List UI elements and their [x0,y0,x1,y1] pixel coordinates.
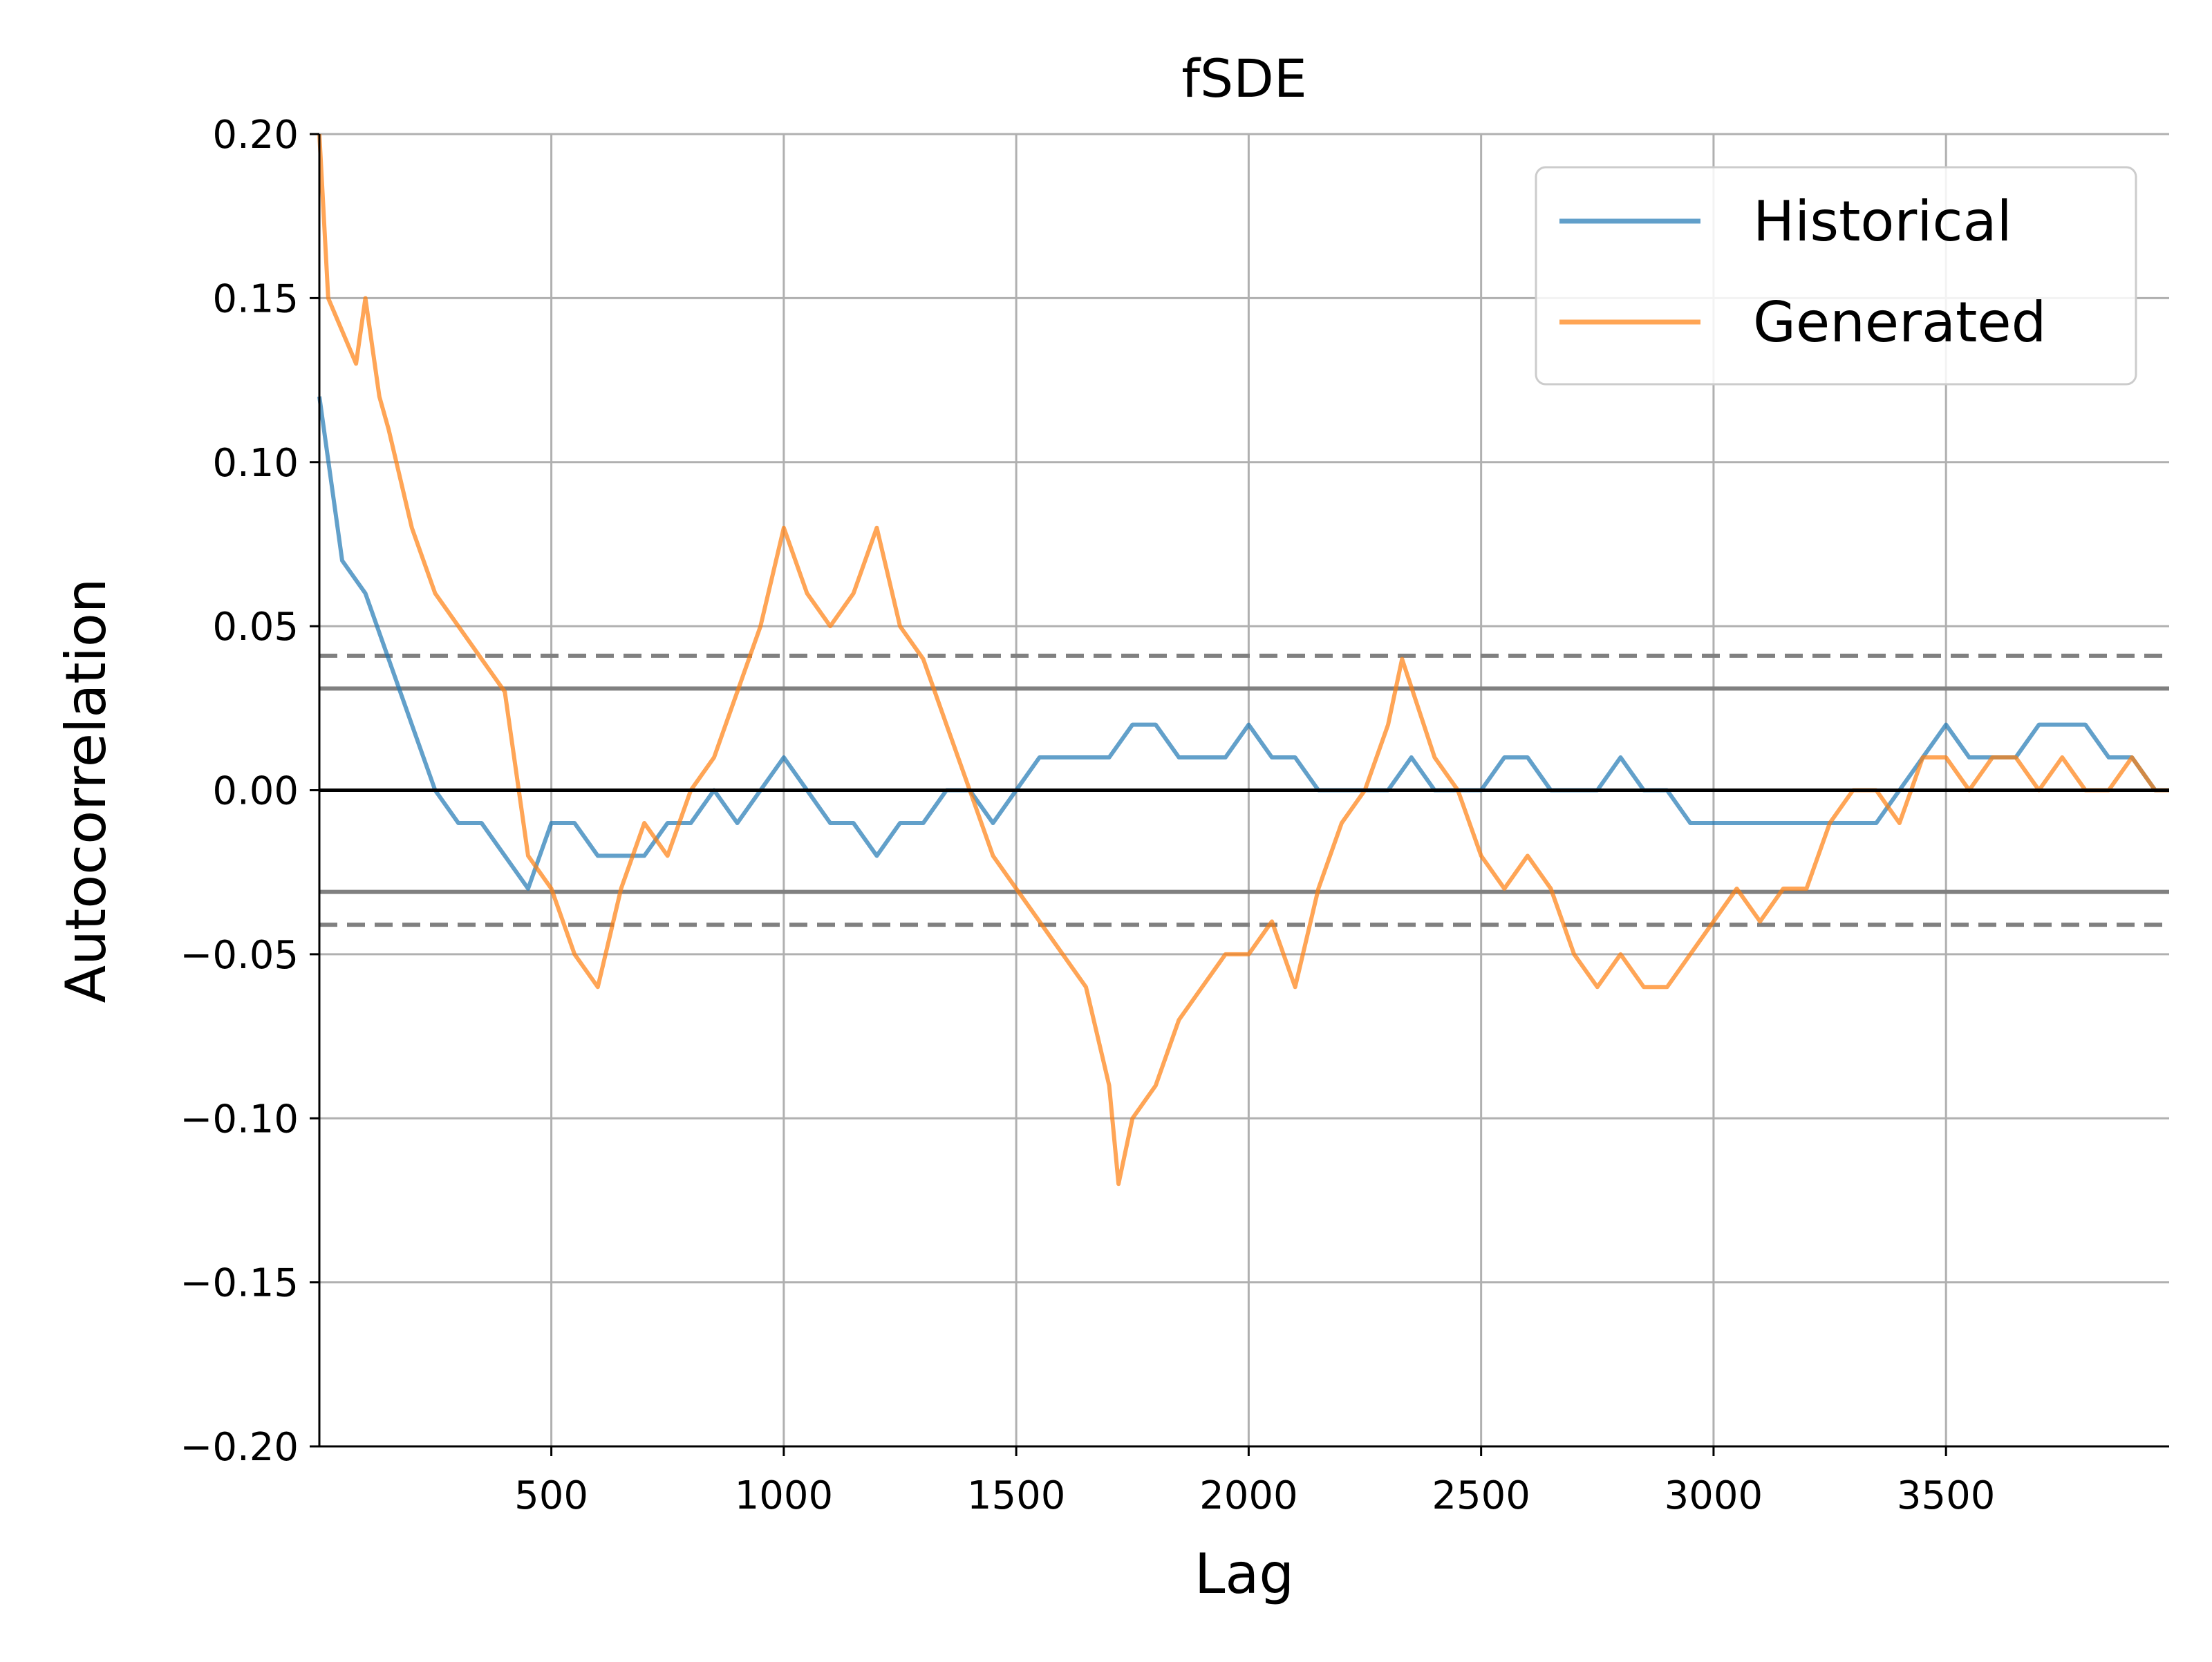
y-tick-label: 0.15 [212,276,299,321]
legend: Historical Generated [1535,166,2137,386]
confidence-lines [319,653,2169,927]
x-tick-label: 2500 [1432,1473,1530,1518]
x-axis-label: Lag [1194,1542,1294,1606]
legend-label-generated: Generated [1753,290,2046,355]
series-line-historical [317,396,2169,891]
y-tick-label: −0.10 [180,1097,299,1142]
x-ticks: 500 1000 1500 2000 2500 3000 3500 [514,1446,1995,1518]
chart-title: fSDE [1181,48,1307,109]
x-tick-label: 3500 [1897,1473,1996,1518]
legend-label-historical: Historical [1753,189,2012,254]
x-tick-label: 3000 [1665,1473,1763,1518]
x-tick-label: 500 [514,1473,588,1518]
y-tick-label: 0.10 [212,441,299,486]
y-tick-label: −0.15 [180,1261,299,1306]
y-tick-label: −0.20 [180,1425,299,1470]
series-lines [317,133,2169,1187]
x-tick-label: 1500 [967,1473,1066,1518]
x-tick-label: 2000 [1199,1473,1298,1518]
y-tick-label: 0.05 [212,605,299,650]
y-tick-label: 0.00 [212,769,299,814]
y-tick-label: 0.20 [212,113,299,158]
x-tick-label: 1000 [735,1473,834,1518]
y-axis-label: Autocorrelation [54,578,118,1003]
y-tick-label: −0.05 [180,933,299,978]
y-ticks: −0.20 −0.15 −0.10 −0.05 0.00 0.05 0.10 0.15 0.20 [180,113,319,1470]
